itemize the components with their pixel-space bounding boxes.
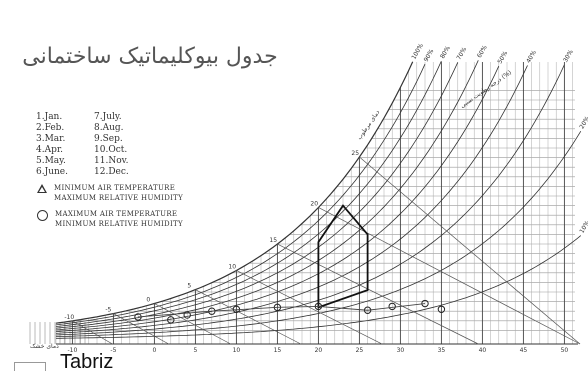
wetbulb-label: 0 — [146, 297, 150, 304]
triangle-legend-line2: MAXIMUM RELATIVE HUMIDITY — [54, 194, 184, 202]
x-tick-label: 35 — [438, 347, 446, 354]
rh-curve — [55, 130, 582, 337]
triangle-legend: MINIMUM AIR TEMPERATURE MAXIMUM RELATIVE… — [36, 183, 183, 203]
triangle-legend-line1: MINIMUM AIR TEMPERATURE — [54, 184, 176, 192]
x-tick-label: 25 — [356, 347, 364, 354]
wetbulb-line — [359, 156, 581, 345]
month-label: 10.Oct. — [94, 145, 128, 155]
rh-curve — [55, 65, 500, 332]
rh-curve — [55, 64, 565, 336]
climate-marker — [167, 316, 175, 324]
rh-label: 90% — [423, 48, 436, 63]
x-tick-label: 40 — [479, 347, 487, 354]
month-label: 3.Mar. — [36, 134, 66, 144]
months-legend: 1.Jan. 7.July. 2.Feb. 8.Aug. 3.Mar. 9.Se… — [36, 112, 183, 177]
month-label: 4.Apr. — [36, 145, 64, 155]
wetbulb-label: -5 — [105, 307, 111, 314]
circle-legend-line1: MAXIMUM AIR TEMPERATURE — [55, 210, 178, 218]
city-box — [14, 362, 46, 371]
city-name: Tabriz — [60, 351, 114, 373]
wetbulb-label: 20 — [310, 200, 318, 207]
month-label: 2.Feb. — [36, 123, 65, 133]
wetbulb-line — [72, 320, 113, 345]
rh-curve — [55, 65, 528, 334]
rh-label: 20% — [578, 115, 588, 130]
x-tick-label: 10 — [233, 347, 241, 354]
wb-axis-title: دمای مرطوب — [356, 109, 382, 141]
grid-lines — [29, 62, 578, 345]
x-tick-label: 50 — [561, 347, 569, 354]
x-tick-label: 45 — [520, 347, 528, 354]
rh-curve — [55, 63, 426, 326]
month-label: 7.July. — [94, 112, 122, 122]
rh-curve — [55, 61, 414, 324]
x-tick-label: 15 — [274, 347, 282, 354]
wet-bulb-lines — [72, 156, 581, 345]
rh-label: 30% — [562, 48, 575, 63]
wetbulb-line — [236, 270, 383, 345]
month-label: 8.Aug. — [94, 123, 124, 133]
x-tick-label: -10 — [67, 347, 77, 354]
wetbulb-line — [154, 303, 231, 345]
rh-label: 60% — [476, 44, 489, 59]
rh-axis-title: درجه رطوبت نسبی (%) — [459, 69, 513, 110]
climate-line — [137, 303, 426, 318]
month-label: 5.May. — [36, 156, 66, 166]
wetbulb-label: 10 — [228, 263, 236, 270]
wetbulb-line — [113, 313, 169, 345]
wetbulb-label: 25 — [351, 150, 359, 157]
month-label: 12.Dec. — [94, 167, 129, 177]
x-axis-label: دمای خشک — [30, 343, 59, 350]
month-label: 6.June. — [36, 167, 68, 177]
data-overlay — [134, 204, 446, 324]
circle-icon — [37, 210, 48, 221]
climate-marker — [183, 311, 191, 319]
rh-curve — [55, 62, 459, 329]
rh-label: 70% — [455, 46, 468, 61]
rh-label: 80% — [439, 45, 452, 60]
chart-title: جدول بیوکلیماتیک ساختمانی — [22, 44, 278, 69]
rh-label: 10% — [578, 219, 588, 234]
wetbulb-line — [195, 289, 301, 345]
climate-marker — [437, 305, 446, 313]
month-label: 11.Nov. — [94, 156, 129, 166]
circle-legend-line2: MINIMUM RELATIVE HUMIDITY — [55, 220, 183, 228]
comfort-zone — [317, 204, 369, 309]
x-tick-label: 0 — [152, 347, 156, 354]
rh-label: 40% — [525, 49, 538, 64]
x-tick-label: -5 — [110, 347, 116, 354]
legend: 1.Jan. 7.July. 2.Feb. 8.Aug. 3.Mar. 9.Se… — [36, 112, 183, 229]
triangle-icon — [36, 183, 48, 195]
x-tick-label: 20 — [315, 347, 323, 354]
wetbulb-label: 5 — [187, 283, 191, 290]
month-label: 9.Sep. — [94, 134, 123, 144]
x-tick-label: 5 — [193, 347, 197, 354]
circle-legend: MAXIMUM AIR TEMPERATURE MINIMUM RELATIVE… — [36, 209, 183, 229]
rh-curve — [56, 235, 582, 339]
wetbulb-line — [318, 207, 581, 345]
wetbulb-label: 15 — [269, 237, 277, 244]
rh-curve — [55, 60, 479, 331]
month-label: 1.Jan. — [36, 112, 63, 122]
wetbulb-label: -10 — [64, 314, 74, 321]
rh-curves — [55, 60, 582, 339]
rh-label: 50% — [496, 50, 509, 65]
climate-marker — [388, 302, 396, 311]
wetbulb-line — [277, 243, 479, 345]
x-tick-label: 30 — [397, 347, 405, 354]
